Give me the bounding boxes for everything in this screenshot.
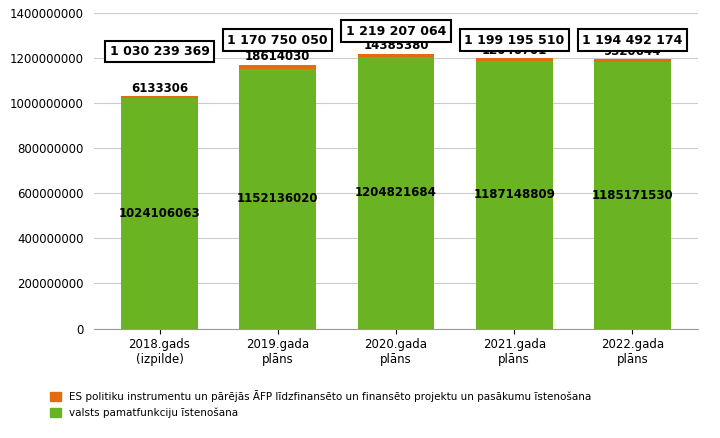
Bar — [121, 98, 198, 328]
Bar — [358, 57, 434, 328]
Text: 12046701: 12046701 — [482, 43, 547, 57]
Text: 18614030: 18614030 — [245, 50, 310, 63]
Text: 1 199 195 510: 1 199 195 510 — [464, 34, 564, 47]
Text: 1 194 492 174: 1 194 492 174 — [582, 34, 683, 47]
Text: 1 219 207 064: 1 219 207 064 — [346, 25, 446, 38]
Bar — [476, 61, 553, 328]
Bar — [358, 54, 434, 57]
Bar — [239, 65, 316, 69]
Bar — [594, 61, 671, 328]
Text: 1 170 750 050: 1 170 750 050 — [228, 34, 328, 47]
Text: 1185171530: 1185171530 — [592, 188, 673, 201]
Bar — [476, 58, 553, 61]
Text: 1152136020: 1152136020 — [237, 192, 318, 205]
Text: 14385380: 14385380 — [364, 39, 428, 52]
Legend: ES politiku instrumentu un pārējās ĀFP līdzfinansēto un finansēto projektu un pa: ES politiku instrumentu un pārējās ĀFP l… — [50, 390, 591, 418]
Text: 6133306: 6133306 — [131, 81, 188, 95]
Bar — [121, 96, 198, 98]
Text: 9320644: 9320644 — [604, 45, 661, 58]
Text: 1187148809: 1187148809 — [473, 188, 555, 201]
Text: 1024106063: 1024106063 — [119, 207, 200, 219]
Text: 1204821684: 1204821684 — [355, 186, 437, 199]
Bar — [594, 60, 671, 61]
Text: 1 030 239 369: 1 030 239 369 — [109, 45, 210, 58]
Bar — [239, 69, 316, 328]
